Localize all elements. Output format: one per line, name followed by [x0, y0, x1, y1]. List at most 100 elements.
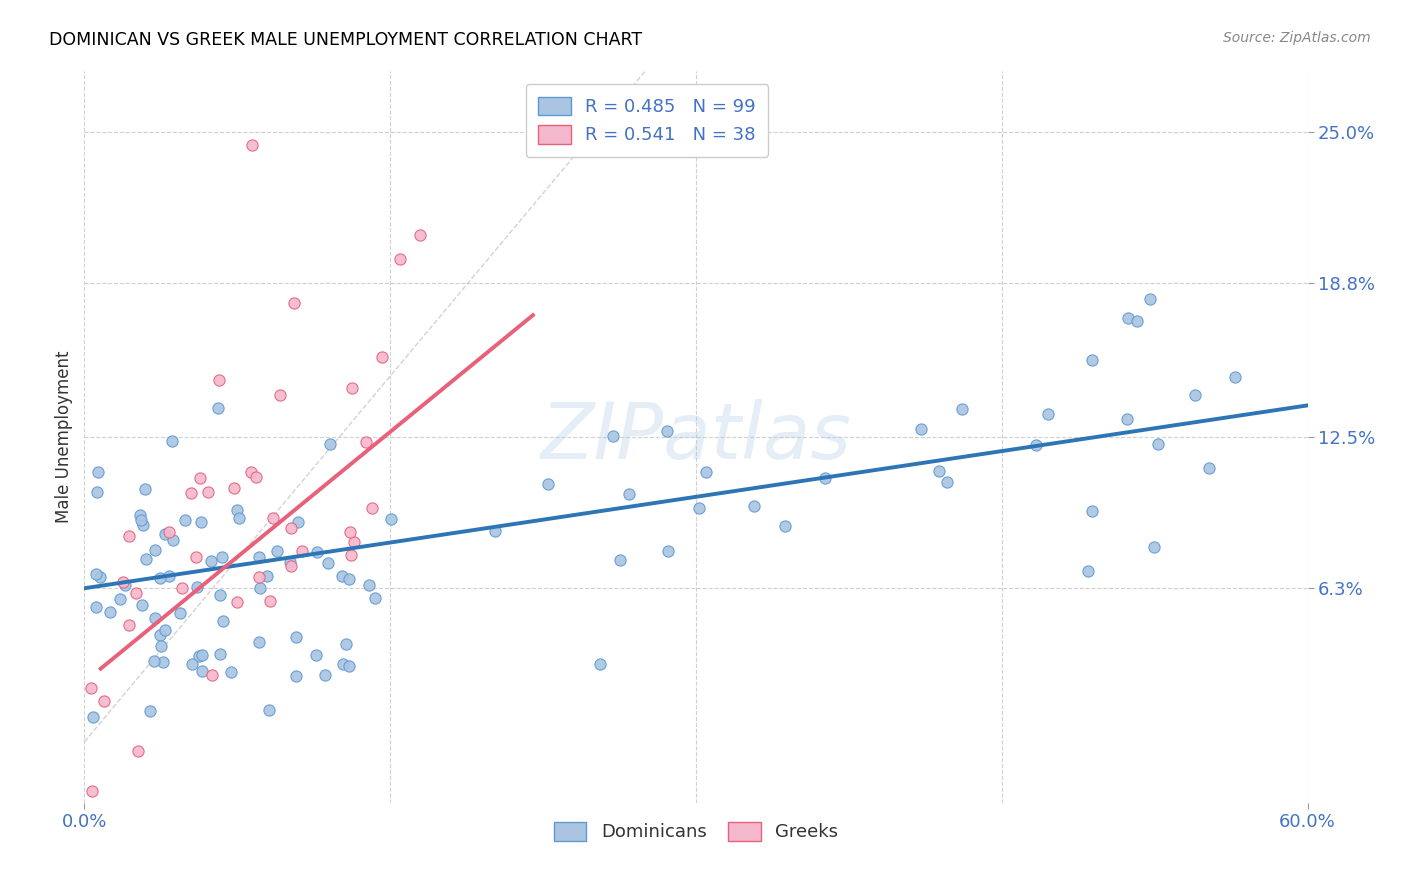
Point — [240, 465, 263, 479]
Point — [339, 525, 361, 540]
Point — [742, 499, 765, 513]
Point — [226, 503, 249, 517]
Point — [409, 228, 432, 243]
Point — [143, 654, 166, 668]
Point — [135, 552, 157, 566]
Point — [332, 657, 354, 671]
Point — [170, 582, 193, 596]
Point — [149, 571, 172, 585]
Point — [219, 665, 242, 679]
Point — [226, 595, 249, 609]
Point — [188, 649, 211, 664]
Point — [256, 569, 278, 583]
Point — [537, 477, 560, 491]
Text: DOMINICAN VS GREEK MALE UNEMPLOYMENT CORRELATION CHART: DOMINICAN VS GREEK MALE UNEMPLOYMENT COR… — [49, 31, 643, 49]
Point — [86, 484, 108, 499]
Point — [118, 618, 141, 632]
Point — [93, 694, 115, 708]
Point — [617, 487, 640, 501]
Point — [602, 429, 624, 443]
Point — [364, 591, 387, 605]
Point — [207, 401, 229, 415]
Point — [263, 510, 285, 524]
Point — [228, 511, 250, 525]
Point — [162, 434, 184, 448]
Point — [688, 501, 710, 516]
Point — [1143, 541, 1166, 555]
Point — [84, 600, 107, 615]
Point — [127, 744, 149, 758]
Point — [259, 594, 281, 608]
Point — [266, 544, 288, 558]
Point — [152, 655, 174, 669]
Point — [186, 580, 208, 594]
Point — [82, 710, 104, 724]
Point — [330, 569, 353, 583]
Point — [291, 543, 314, 558]
Point — [98, 605, 121, 619]
Text: Source: ZipAtlas.com: Source: ZipAtlas.com — [1223, 31, 1371, 45]
Point — [361, 501, 384, 516]
Point — [278, 555, 301, 569]
Point — [153, 527, 176, 541]
Point — [247, 570, 270, 584]
Legend: Dominicans, Greeks: Dominicans, Greeks — [547, 814, 845, 848]
Point — [814, 471, 837, 485]
Point — [343, 534, 366, 549]
Point — [149, 627, 172, 641]
Point — [240, 137, 263, 152]
Point — [118, 528, 141, 542]
Point — [337, 572, 360, 586]
Point — [356, 434, 378, 449]
Point — [1198, 461, 1220, 475]
Point — [89, 570, 111, 584]
Point — [304, 648, 326, 662]
Point — [114, 578, 136, 592]
Point — [188, 471, 211, 485]
Point — [143, 611, 166, 625]
Point — [609, 552, 631, 566]
Point — [247, 634, 270, 648]
Point — [190, 515, 212, 529]
Point — [316, 556, 339, 570]
Point — [80, 783, 103, 797]
Point — [169, 606, 191, 620]
Point — [280, 558, 302, 573]
Point — [935, 475, 957, 489]
Point — [259, 703, 281, 717]
Point — [657, 543, 679, 558]
Point — [87, 465, 110, 479]
Point — [1223, 370, 1246, 384]
Point — [589, 657, 612, 672]
Point — [287, 516, 309, 530]
Point — [131, 512, 153, 526]
Point — [337, 659, 360, 673]
Point — [371, 350, 394, 364]
Point — [224, 481, 246, 495]
Point — [201, 668, 224, 682]
Point — [1036, 407, 1059, 421]
Point — [359, 578, 381, 592]
Point — [314, 667, 336, 681]
Point — [208, 373, 231, 387]
Point — [340, 381, 363, 395]
Point — [389, 252, 412, 266]
Point — [108, 592, 131, 607]
Point — [1116, 311, 1139, 326]
Point — [1081, 352, 1104, 367]
Point — [134, 482, 156, 496]
Point — [1147, 436, 1170, 450]
Point — [111, 575, 134, 590]
Point — [84, 566, 107, 581]
Point — [131, 518, 153, 533]
Point — [319, 437, 342, 451]
Point — [249, 549, 271, 564]
Point — [655, 424, 678, 438]
Point — [1081, 503, 1104, 517]
Point — [1116, 412, 1139, 426]
Point — [208, 588, 231, 602]
Point — [191, 648, 214, 663]
Point — [1139, 293, 1161, 307]
Point — [143, 543, 166, 558]
Point — [269, 388, 291, 402]
